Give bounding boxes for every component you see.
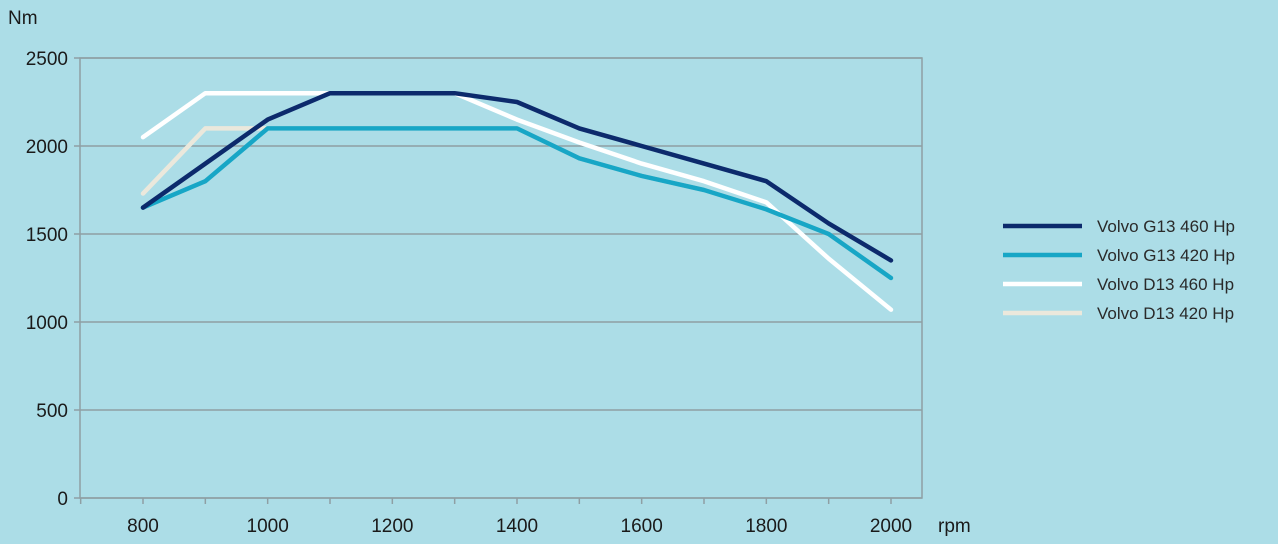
x-axis-label: rpm bbox=[938, 516, 971, 537]
y-tick-label: 0 bbox=[57, 489, 68, 510]
x-tick-label: 1800 bbox=[745, 516, 787, 537]
legend-label: Volvo D13 420 Hp bbox=[1097, 304, 1234, 323]
y-tick-label: 1000 bbox=[26, 313, 68, 334]
series-line-volvo-g13-460-hp bbox=[140, 90, 894, 263]
x-tick-label: 800 bbox=[127, 516, 159, 537]
x-tick-label: 1600 bbox=[621, 516, 663, 537]
x-tick-label: 1000 bbox=[247, 516, 289, 537]
x-tick-label: 1400 bbox=[496, 516, 538, 537]
y-tick-label: 1500 bbox=[26, 225, 68, 246]
y-axis-label: Nm bbox=[8, 8, 38, 29]
x-tick-label: 2000 bbox=[870, 516, 912, 537]
y-tick-label: 2500 bbox=[26, 49, 68, 70]
series-line-volvo-d13-460-hp bbox=[140, 90, 894, 312]
series-line-volvo-d13-420-hp bbox=[140, 126, 894, 281]
y-tick-label: 2000 bbox=[26, 137, 68, 158]
series-line-volvo-g13-420-hp bbox=[140, 126, 894, 281]
x-tick-label: 1200 bbox=[371, 516, 413, 537]
legend-label: Volvo G13 460 Hp bbox=[1097, 217, 1235, 236]
legend-label: Volvo D13 460 Hp bbox=[1097, 275, 1234, 294]
y-tick-label: 500 bbox=[36, 401, 68, 422]
legend-label: Volvo G13 420 Hp bbox=[1097, 246, 1235, 265]
plot-area-frame bbox=[79, 57, 923, 499]
